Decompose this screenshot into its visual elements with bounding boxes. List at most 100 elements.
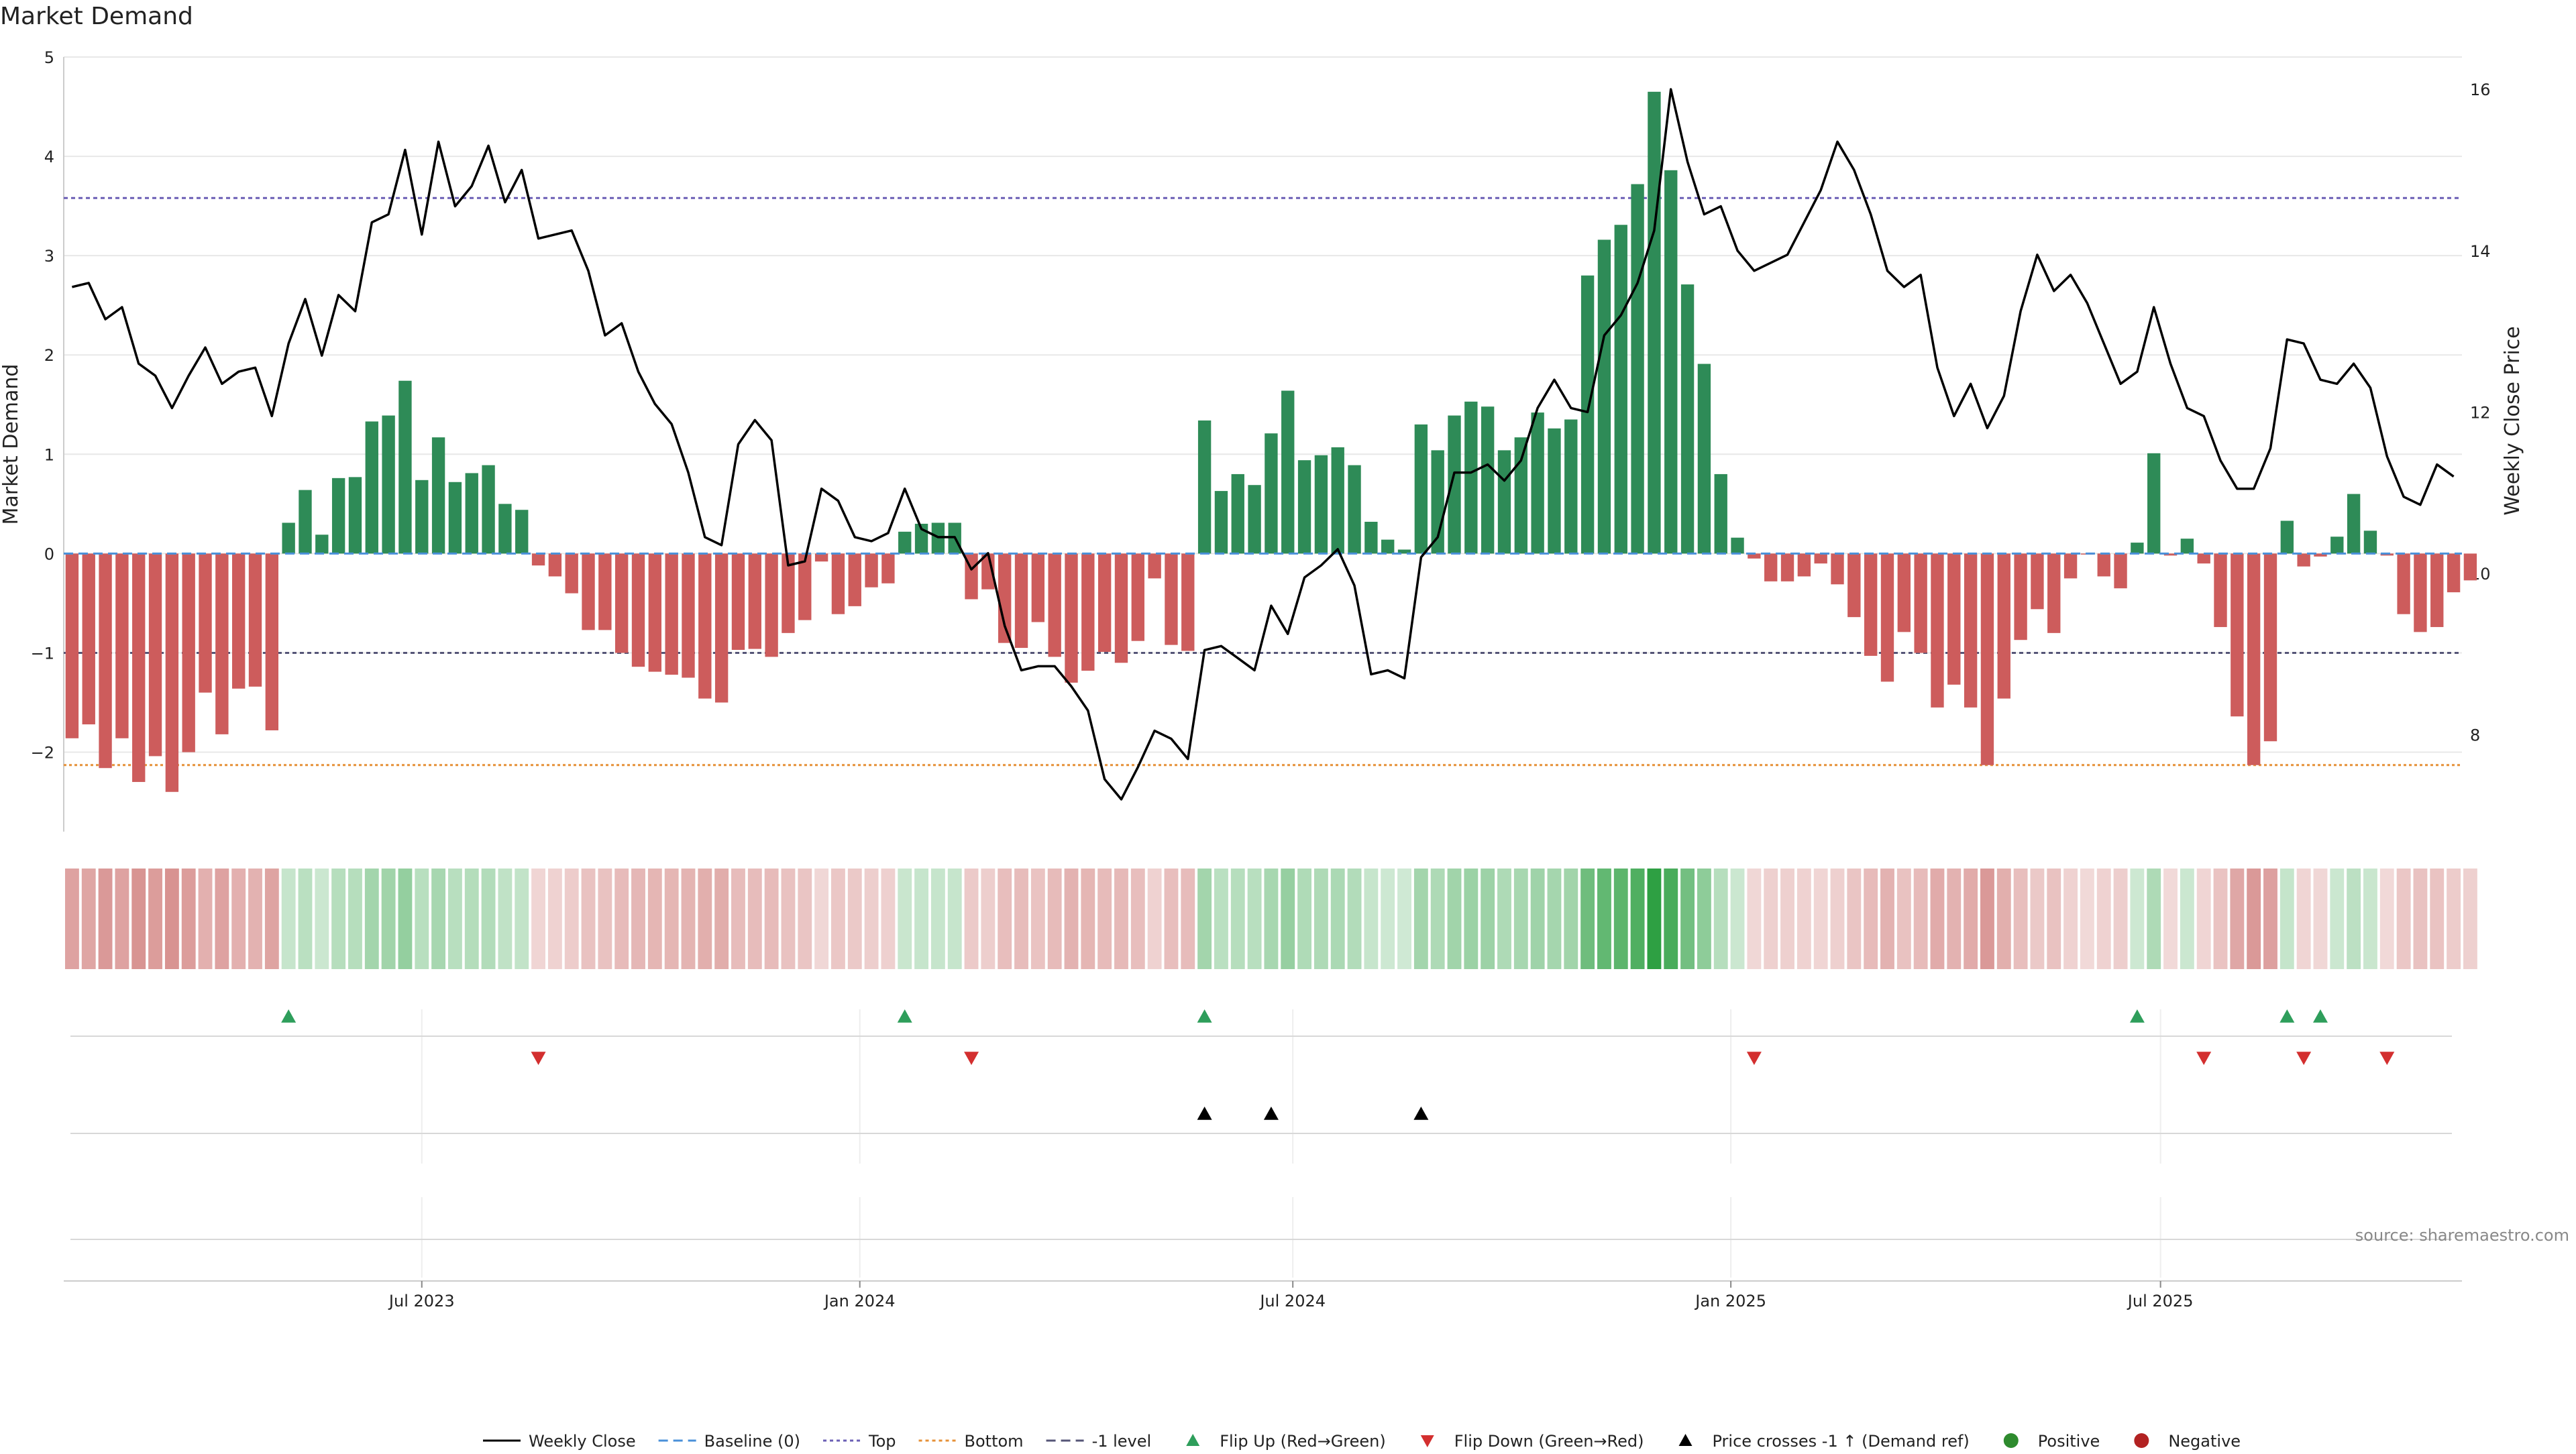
demand-bar [2247,553,2261,765]
legend-item[interactable]: Positive [2003,1432,2100,1451]
demand-bar [1031,553,1045,622]
heat-cell [1397,869,1411,969]
heat-cell [1647,869,1662,969]
heat-cell [1913,869,1928,969]
legend-label: -1 level [1092,1432,1152,1451]
heat-cell [1164,869,1179,969]
demand-bar [1265,433,1278,554]
heat-cell [2330,869,2345,969]
y2-tick-label: 12 [2470,403,2491,422]
heat-cell [264,869,279,969]
heat-cell [248,869,262,969]
flip-up-marker [281,1009,297,1023]
demand-bar [1197,420,1212,554]
demand-bar [1748,553,1761,559]
demand-bar [348,477,362,554]
heat-cell [1381,869,1395,969]
heat-cell [747,869,762,969]
flip-down-marker [2379,1052,2395,1065]
heat-cell [281,869,296,969]
heat-cell [731,869,745,969]
demand-bar [1281,390,1295,554]
demand-bar [1664,170,1678,554]
flip-down-marker [2296,1052,2312,1065]
source-credit[interactable]: source: sharemaestro.com [2355,1226,2569,1245]
heat-cell [2030,869,2045,969]
demand-bar [1331,447,1344,554]
heat-cell [1513,869,1528,969]
demand-bar [998,553,1012,643]
legend-item[interactable]: Top [823,1432,896,1451]
legend-item[interactable]: Negative [2134,1432,2241,1451]
demand-bar [1548,428,1561,554]
heat-cell [647,869,662,969]
heat-cell [2130,869,2145,969]
demand-bar [865,553,878,588]
heat-cell [1830,869,1845,969]
heat-cell [1813,869,1828,969]
legend-item[interactable]: Flip Up (Red→Green) [1186,1432,1386,1451]
demand-bar [898,531,912,554]
heat-cell [1430,869,1445,969]
heat-cell [1347,869,1362,969]
demand-bar [248,553,262,687]
heat-cell [547,869,562,969]
legend-item[interactable]: Bottom [918,1432,1024,1451]
demand-bar [1065,553,1078,683]
demand-bar [115,553,129,738]
demand-bar [482,465,495,554]
demand-bar [1714,473,1727,554]
demand-bar [2231,553,2244,717]
demand-bar [315,535,329,554]
demand-bar [698,553,712,699]
demand-bar [2047,553,2061,633]
legend-item[interactable]: Flip Down (Green→Red) [1420,1432,1644,1451]
legend-item[interactable]: -1 level [1046,1432,1152,1451]
heat-cell [764,869,779,969]
legend-label: Baseline (0) [704,1432,800,1451]
heat-cell [1547,869,1562,969]
demand-bar [132,553,146,782]
y-axis-title: Market Demand [0,364,23,525]
x-tick-label: Jul 2024 [1258,1292,1326,1310]
demand-bar [1880,553,1894,682]
demand-bar [165,553,179,792]
legend-label: Bottom [965,1432,1024,1451]
price-cross-marker [1197,1107,1212,1120]
heat-cell [1847,869,1862,969]
heat-cell [2163,869,2178,969]
demand-bar [2414,553,2427,632]
demand-bar [2447,553,2461,593]
heat-cell [2047,869,2061,969]
chart-legend: Weekly Close Baseline (0) Top Bottom -1 leve… [483,1432,2241,1451]
demand-bar [2297,553,2310,567]
demand-bar [265,553,279,730]
demand-bar [1048,553,1061,657]
heat-cell [598,869,612,969]
legend-symbol [1186,1434,1200,1446]
heat-cell [2296,869,2311,969]
heat-cell [1247,869,1262,969]
demand-bar [2014,553,2027,640]
heat-cell [181,869,196,969]
heat-cell [998,869,1012,969]
heat-cell [1130,869,1145,969]
legend-item[interactable]: Weekly Close [483,1432,636,1451]
heat-cell [64,869,79,969]
heat-cell [2147,869,2161,969]
heat-cell [331,869,346,969]
legend-item[interactable]: Baseline (0) [658,1432,800,1451]
heat-cell [2213,869,2228,969]
legend-item[interactable]: Price crosses -1 ↑ (Demand ref) [1678,1432,1970,1451]
demand-bar [1831,553,1844,585]
heat-cell [298,869,313,969]
chart-title: Market Demand [0,3,193,30]
demand-bar [731,553,745,651]
heat-cell [1197,869,1212,969]
heat-cell [1864,869,1878,969]
demand-bar [1348,465,1361,554]
heat-cell [531,869,545,969]
demand-bar [1864,553,1878,656]
heat-cell [348,869,362,969]
